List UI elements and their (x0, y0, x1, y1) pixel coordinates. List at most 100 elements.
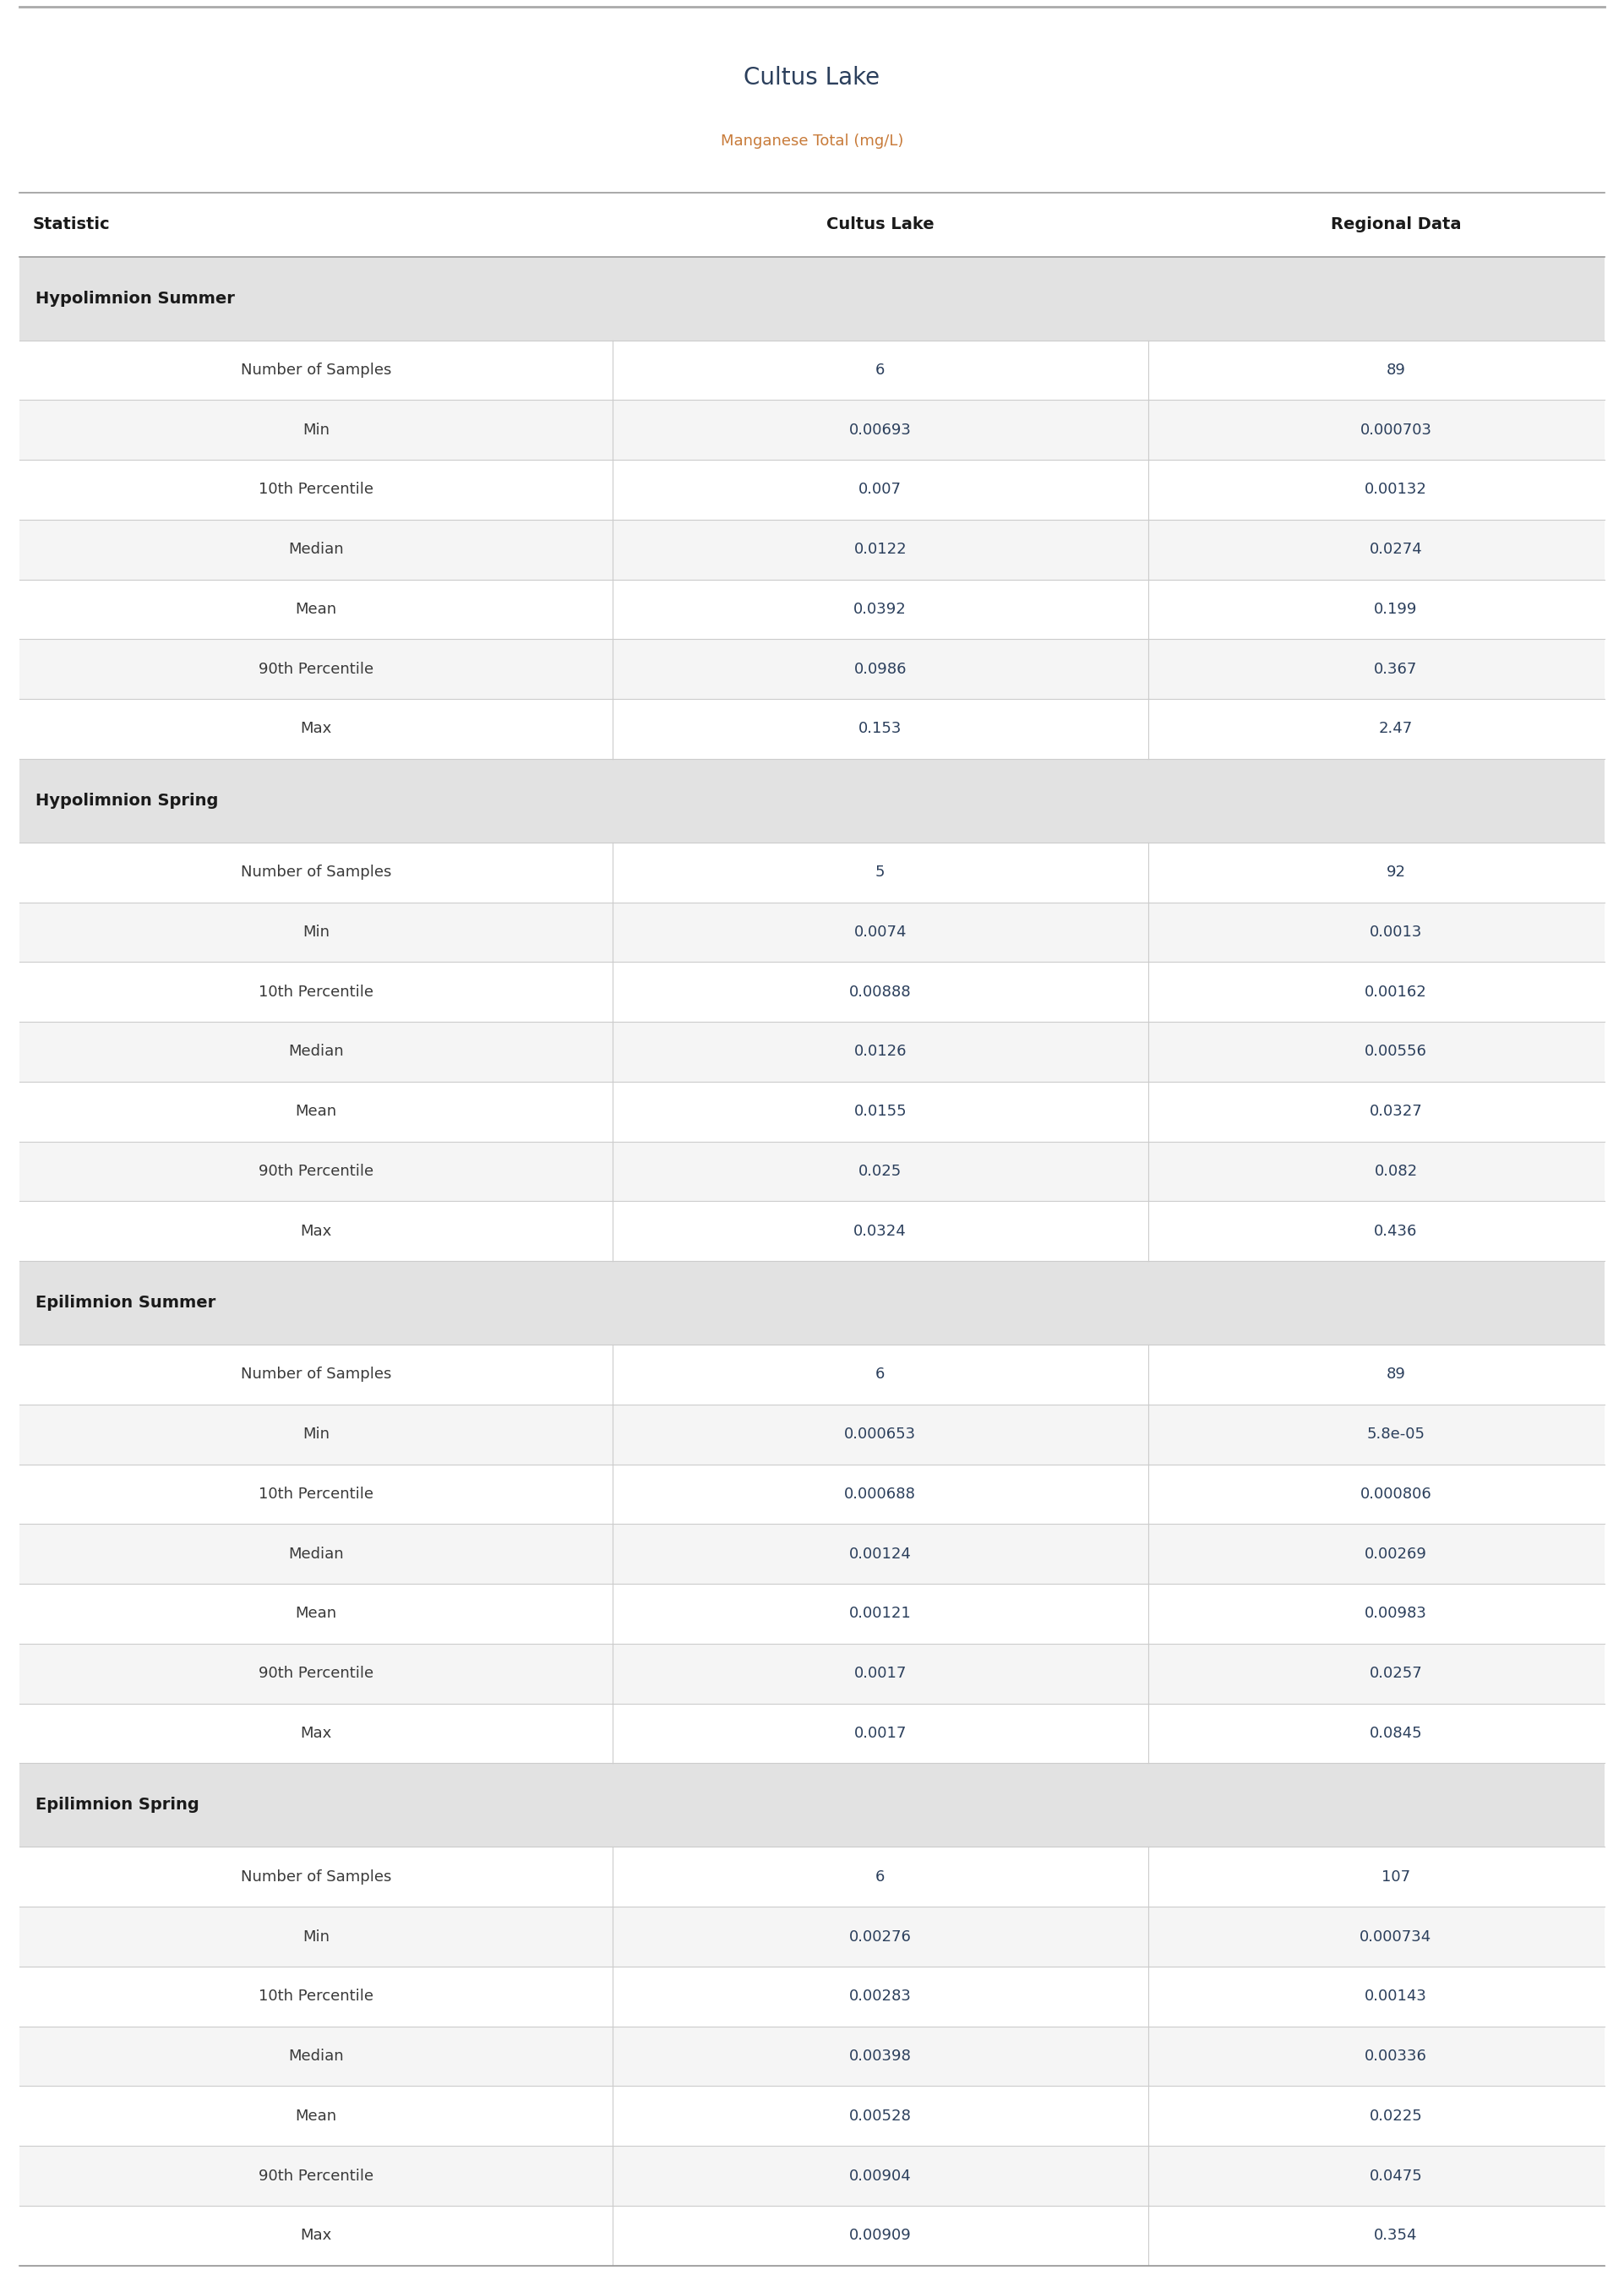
Text: Median: Median (287, 1546, 344, 1562)
Text: 6: 6 (875, 363, 885, 377)
Text: 0.00276: 0.00276 (849, 1930, 911, 1943)
Text: 0.199: 0.199 (1374, 602, 1418, 617)
Text: Max: Max (300, 1725, 331, 1741)
Text: Min: Min (302, 924, 330, 940)
Text: Median: Median (287, 2048, 344, 2063)
Text: 0.0155: 0.0155 (854, 1103, 906, 1119)
Bar (19, 461, 1605, 520)
Bar (19, 1907, 1605, 1966)
Text: 107: 107 (1382, 1868, 1410, 1884)
Text: 0.000734: 0.000734 (1359, 1930, 1432, 1943)
Text: Max: Max (300, 1224, 331, 1239)
Text: 0.0327: 0.0327 (1369, 1103, 1423, 1119)
Text: 0.00888: 0.00888 (849, 985, 911, 999)
Bar (19, 257, 1605, 340)
Text: 0.00556: 0.00556 (1364, 1044, 1427, 1060)
Bar (19, 640, 1605, 699)
Text: 0.367: 0.367 (1374, 661, 1418, 676)
Bar (19, 699, 1605, 758)
Text: 0.0392: 0.0392 (854, 602, 906, 617)
Text: Min: Min (302, 1428, 330, 1441)
Bar (19, 1523, 1605, 1584)
Text: Min: Min (302, 422, 330, 438)
Bar (19, 340, 1605, 400)
Text: 0.0324: 0.0324 (854, 1224, 906, 1239)
Text: Cultus Lake: Cultus Lake (744, 66, 880, 89)
Bar (19, 1643, 1605, 1702)
Text: 5.8e-05: 5.8e-05 (1367, 1428, 1424, 1441)
Text: Mean: Mean (296, 602, 336, 617)
Bar (19, 1022, 1605, 1081)
Text: Mean: Mean (296, 1103, 336, 1119)
Bar (19, 1764, 1605, 1848)
Text: 0.00143: 0.00143 (1364, 1989, 1427, 2004)
Text: 0.0475: 0.0475 (1369, 2168, 1423, 2184)
Text: 0.0257: 0.0257 (1369, 1666, 1423, 1682)
Text: 90th Percentile: 90th Percentile (258, 661, 374, 676)
Text: 89: 89 (1387, 1367, 1405, 1382)
Text: Regional Data: Regional Data (1330, 216, 1462, 234)
Text: 0.0013: 0.0013 (1369, 924, 1423, 940)
Text: 0.000688: 0.000688 (844, 1487, 916, 1503)
Text: Min: Min (302, 1930, 330, 1943)
Bar (19, 400, 1605, 461)
Text: 0.00693: 0.00693 (849, 422, 911, 438)
Text: 6: 6 (875, 1868, 885, 1884)
Text: 0.436: 0.436 (1374, 1224, 1418, 1239)
Text: 0.082: 0.082 (1374, 1165, 1418, 1178)
Text: 0.0074: 0.0074 (854, 924, 906, 940)
Text: 90th Percentile: 90th Percentile (258, 2168, 374, 2184)
Text: 0.00336: 0.00336 (1364, 2048, 1427, 2063)
Text: Mean: Mean (296, 2109, 336, 2125)
Text: 0.00909: 0.00909 (849, 2227, 911, 2243)
Text: 0.00132: 0.00132 (1364, 481, 1427, 497)
Text: Number of Samples: Number of Samples (240, 363, 391, 377)
Text: Mean: Mean (296, 1607, 336, 1621)
Bar (19, 2086, 1605, 2145)
Text: 10th Percentile: 10th Percentile (258, 1989, 374, 2004)
Bar (19, 1201, 1605, 1260)
Text: Median: Median (287, 543, 344, 556)
Bar (19, 1584, 1605, 1643)
Bar (19, 1464, 1605, 1523)
Text: 5: 5 (875, 865, 885, 881)
Bar (19, 2027, 1605, 2086)
Text: 0.000703: 0.000703 (1359, 422, 1432, 438)
Text: Number of Samples: Number of Samples (240, 865, 391, 881)
Text: 0.000806: 0.000806 (1359, 1487, 1432, 1503)
Bar (19, 1344, 1605, 1405)
Text: 0.00269: 0.00269 (1364, 1546, 1427, 1562)
Text: 92: 92 (1387, 865, 1405, 881)
Text: 10th Percentile: 10th Percentile (258, 985, 374, 999)
Text: 0.153: 0.153 (859, 722, 901, 735)
Text: 0.00983: 0.00983 (1364, 1607, 1427, 1621)
Bar (19, 579, 1605, 640)
Text: Number of Samples: Number of Samples (240, 1868, 391, 1884)
Bar (19, 758, 1605, 842)
Text: 0.0225: 0.0225 (1369, 2109, 1423, 2125)
Text: 0.0017: 0.0017 (854, 1666, 906, 1682)
Text: 0.354: 0.354 (1374, 2227, 1418, 2243)
Bar (19, 520, 1605, 579)
Text: 0.00121: 0.00121 (849, 1607, 911, 1621)
Text: 0.00904: 0.00904 (849, 2168, 911, 2184)
Text: 0.007: 0.007 (859, 481, 901, 497)
Bar (19, 1260, 1605, 1344)
Bar (19, 2145, 1605, 2206)
Text: 0.0126: 0.0126 (854, 1044, 906, 1060)
Text: Number of Samples: Number of Samples (240, 1367, 391, 1382)
Text: 89: 89 (1387, 363, 1405, 377)
Text: Hypolimnion Summer: Hypolimnion Summer (36, 291, 235, 306)
Text: 0.00162: 0.00162 (1364, 985, 1427, 999)
Bar (19, 1702, 1605, 1764)
Text: 0.00124: 0.00124 (849, 1546, 911, 1562)
Text: 2.47: 2.47 (1379, 722, 1413, 735)
Bar (19, 1405, 1605, 1464)
Bar (19, 901, 1605, 962)
Text: Max: Max (300, 722, 331, 735)
Text: 0.00528: 0.00528 (849, 2109, 911, 2125)
Text: 90th Percentile: 90th Percentile (258, 1666, 374, 1682)
Text: 0.0122: 0.0122 (854, 543, 906, 556)
Text: Manganese Total (mg/L): Manganese Total (mg/L) (721, 134, 903, 148)
Bar (19, 1081, 1605, 1142)
